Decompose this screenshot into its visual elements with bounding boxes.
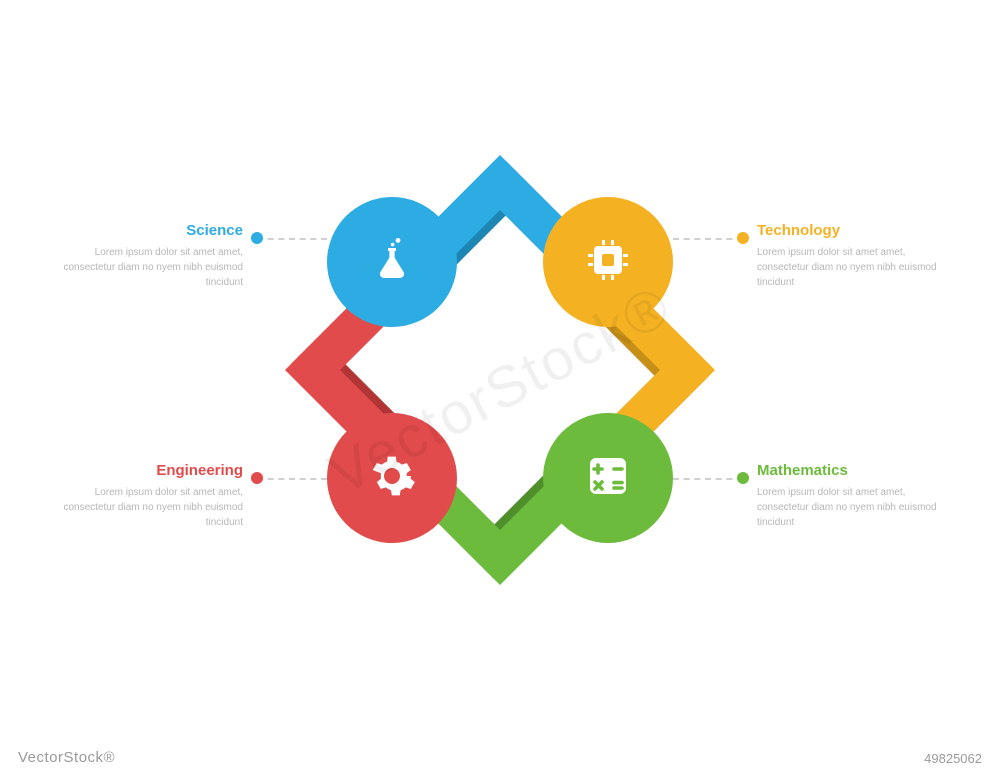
callout-engineering: Engineering Lorem ipsum dolor sit amet am… (43, 462, 243, 530)
leader-mathematics (673, 478, 743, 480)
callout-title-mathematics: Mathematics (757, 462, 957, 479)
callout-desc-technology: Lorem ipsum dolor sit amet amet, consect… (757, 245, 957, 290)
gear-icon (368, 452, 416, 505)
callout-desc-science: Lorem ipsum dolor sit amet amet, consect… (43, 245, 243, 290)
diamond-frame (0, 0, 1000, 780)
leader-dot-engineering (251, 472, 263, 484)
leader-dot-technology (737, 232, 749, 244)
circle-technology (543, 197, 673, 327)
circle-engineering (327, 413, 457, 543)
leader-science (257, 238, 327, 240)
callout-technology: Technology Lorem ipsum dolor sit amet ame… (757, 222, 957, 290)
leader-dot-science (251, 232, 263, 244)
chip-icon (584, 236, 632, 289)
watermark-footer-left: VectorStock® (18, 749, 115, 766)
flask-icon (368, 236, 416, 289)
watermark-footer-right: 49825062 (924, 751, 982, 766)
calculator-icon (584, 452, 632, 505)
circle-mathematics (543, 413, 673, 543)
callout-title-engineering: Engineering (43, 462, 243, 479)
circle-science (327, 197, 457, 327)
leader-technology (673, 238, 743, 240)
callout-desc-mathematics: Lorem ipsum dolor sit amet amet, consect… (757, 485, 957, 530)
callout-title-technology: Technology (757, 222, 957, 239)
leader-dot-mathematics (737, 472, 749, 484)
leader-engineering (257, 478, 327, 480)
callout-science: Science Lorem ipsum dolor sit amet amet, … (43, 222, 243, 290)
infographic-stage: Science Lorem ipsum dolor sit amet amet, … (0, 0, 1000, 780)
callout-title-science: Science (43, 222, 243, 239)
callout-mathematics: Mathematics Lorem ipsum dolor sit amet am… (757, 462, 957, 530)
callout-desc-engineering: Lorem ipsum dolor sit amet amet, consect… (43, 485, 243, 530)
